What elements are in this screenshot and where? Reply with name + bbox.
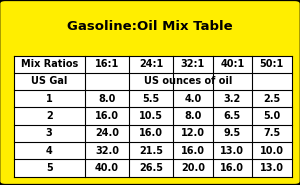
Bar [14,56,292,177]
Text: 9.5: 9.5 [224,128,241,138]
Text: 32:1: 32:1 [181,59,205,69]
Text: Mix Ratios: Mix Ratios [21,59,78,69]
Text: 16:1: 16:1 [95,59,119,69]
Text: 24.0: 24.0 [95,128,119,138]
Text: US ounces of oil: US ounces of oil [144,76,232,86]
Text: 3: 3 [46,128,52,138]
Text: 1: 1 [46,94,52,104]
Text: Gasoline:Oil Mix Table: Gasoline:Oil Mix Table [67,20,233,33]
Text: 12.0: 12.0 [181,128,205,138]
Text: 8.0: 8.0 [98,94,116,104]
Text: 16.0: 16.0 [181,146,205,156]
Text: 13.0: 13.0 [260,163,284,173]
Text: US Gal: US Gal [31,76,68,86]
Text: 5.5: 5.5 [142,94,160,104]
Text: 16.0: 16.0 [139,128,163,138]
Text: 8.0: 8.0 [184,111,202,121]
Text: 7.5: 7.5 [263,128,281,138]
Text: 13.0: 13.0 [220,146,244,156]
Text: 16.0: 16.0 [95,111,119,121]
Text: 40.0: 40.0 [95,163,119,173]
Text: 3.2: 3.2 [224,94,241,104]
Text: 32.0: 32.0 [95,146,119,156]
Text: 6.5: 6.5 [224,111,241,121]
Text: 5.0: 5.0 [263,111,281,121]
Text: 2: 2 [46,111,52,121]
Text: 2.5: 2.5 [263,94,281,104]
Text: 26.5: 26.5 [139,163,163,173]
Text: 50:1: 50:1 [260,59,284,69]
Text: 40:1: 40:1 [220,59,244,69]
Text: 21.5: 21.5 [139,146,163,156]
Text: 10.5: 10.5 [139,111,163,121]
Text: 4.0: 4.0 [184,94,201,104]
Text: 20.0: 20.0 [181,163,205,173]
Text: 24:1: 24:1 [139,59,163,69]
Text: 4: 4 [46,146,52,156]
Text: 16.0: 16.0 [220,163,244,173]
Text: 5: 5 [46,163,52,173]
Text: 10.0: 10.0 [260,146,284,156]
